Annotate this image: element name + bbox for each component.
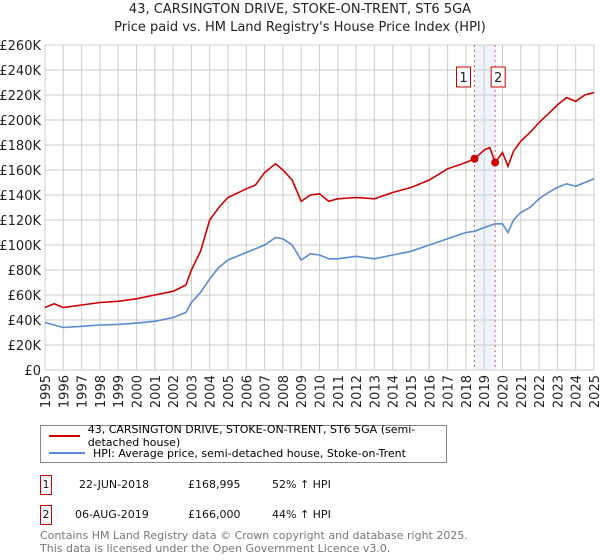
- legend: 43, CARSINGTON DRIVE, STOKE-ON-TRENT, ST…: [40, 423, 447, 463]
- footer-line-1: Contains HM Land Registry data © Crown c…: [40, 529, 468, 542]
- x-tick-label: 2017: [442, 375, 457, 408]
- y-tick-label: £20K: [8, 339, 42, 354]
- x-tick-label: 1998: [94, 375, 109, 408]
- legend-label: 43, CARSINGTON DRIVE, STOKE-ON-TRENT, ST…: [87, 423, 416, 449]
- sale-hpi-change: 52% ↑ HPI: [272, 478, 331, 491]
- x-tick-label: 2019: [478, 375, 493, 408]
- x-tick-label: 2013: [368, 375, 383, 408]
- event-label: 1: [459, 71, 467, 86]
- y-tick-label: £40K: [8, 314, 42, 329]
- y-tick-label: £200K: [0, 114, 41, 129]
- event-marker-badge: 1: [40, 475, 52, 495]
- x-tick-label: 1996: [57, 375, 72, 408]
- sale-row-2: 2 06-AUG-2019 £166,000 44% ↑ HPI: [40, 505, 440, 525]
- x-tick-label: 2024: [570, 375, 585, 408]
- sale-row-1: 1 22-JUN-2018 £168,995 52% ↑ HPI: [40, 475, 440, 495]
- event-span-band: [474, 45, 496, 370]
- y-tick-label: £120K: [0, 214, 41, 229]
- y-tick-label: £220K: [0, 89, 41, 104]
- plot-area: £0 £20K £40K £60K £80K £100K £120K £140K £160K £1…: [0, 39, 600, 408]
- x-tick-label: 2010: [314, 375, 329, 408]
- legend-label: HPI: Average price, semi-detached house,…: [93, 446, 406, 460]
- x-tick-label: 2007: [259, 375, 274, 408]
- x-tick-label: 2023: [551, 375, 566, 408]
- x-tick-label: 2005: [222, 375, 237, 408]
- series-line: [44, 91, 595, 309]
- chart-title: 43, CARSINGTON DRIVE, STOKE-ON-TRENT, ST…: [128, 2, 472, 17]
- x-tick-label: 1995: [39, 375, 54, 408]
- y-tick-label: £100K: [0, 239, 41, 254]
- x-tick-label: 2022: [533, 375, 548, 408]
- x-tick-label: 2003: [185, 375, 200, 408]
- y-tick-label: £180K: [0, 139, 41, 154]
- sale-point: [470, 154, 479, 163]
- x-tick-label: 2008: [277, 375, 292, 408]
- x-tick-label: 2002: [167, 375, 182, 408]
- x-tick-label: 2000: [131, 375, 146, 408]
- x-tick-label: 1999: [112, 375, 127, 408]
- legend-item-property: 43, CARSINGTON DRIVE, STOKE-ON-TRENT, ST…: [49, 423, 446, 449]
- sale-price: £168,995: [188, 478, 241, 491]
- y-tick-label: £60K: [8, 289, 42, 304]
- legend-swatch-red: [49, 435, 80, 437]
- y-tick-label: £160K: [0, 164, 41, 179]
- legend-swatch-blue: [49, 452, 85, 454]
- x-tick-label: 2006: [240, 375, 255, 408]
- x-tick-label: 2004: [204, 375, 219, 408]
- x-tick-label: 2014: [387, 375, 402, 408]
- sale-price: £166,000: [188, 508, 241, 521]
- sale-hpi-change: 44% ↑ HPI: [272, 508, 331, 521]
- y-tick-label: £240K: [0, 64, 41, 79]
- x-tick-label: 2012: [350, 375, 365, 408]
- x-tick-label: 2016: [423, 375, 438, 408]
- y-tick-label: £140K: [0, 189, 41, 204]
- legend-item-hpi: HPI: Average price, semi-detached house,…: [49, 445, 406, 461]
- x-tick-label: 2018: [460, 375, 475, 408]
- sale-date: 22-JUN-2018: [79, 478, 150, 491]
- x-tick-label: 2025: [588, 375, 600, 408]
- event-label-box: [456, 66, 472, 88]
- sale-point: [491, 158, 500, 167]
- event-label: 2: [494, 71, 502, 86]
- series-line: [44, 178, 595, 329]
- x-tick-label: 2020: [497, 375, 512, 408]
- sale-date: 06-AUG-2019: [75, 508, 149, 521]
- chart-subtitle: Price paid vs. HM Land Registry's House …: [114, 20, 486, 35]
- x-tick-label: 2001: [149, 375, 164, 408]
- x-tick-label: 2015: [405, 375, 420, 408]
- x-tick-label: 2021: [515, 375, 530, 408]
- x-tick-label: 2009: [295, 375, 310, 408]
- y-tick-label: £260K: [0, 39, 41, 54]
- event-label-box: [490, 66, 506, 88]
- event-marker-badge: 2: [40, 505, 52, 525]
- x-tick-label: 1997: [76, 375, 91, 408]
- y-tick-label: £80K: [8, 264, 42, 279]
- y-tick-label: £0: [24, 364, 41, 379]
- footer: Contains HM Land Registry data © Crown c…: [40, 529, 468, 555]
- x-tick-label: 2011: [332, 375, 347, 408]
- footer-line-2: This data is licensed under the Open Gov…: [40, 542, 391, 555]
